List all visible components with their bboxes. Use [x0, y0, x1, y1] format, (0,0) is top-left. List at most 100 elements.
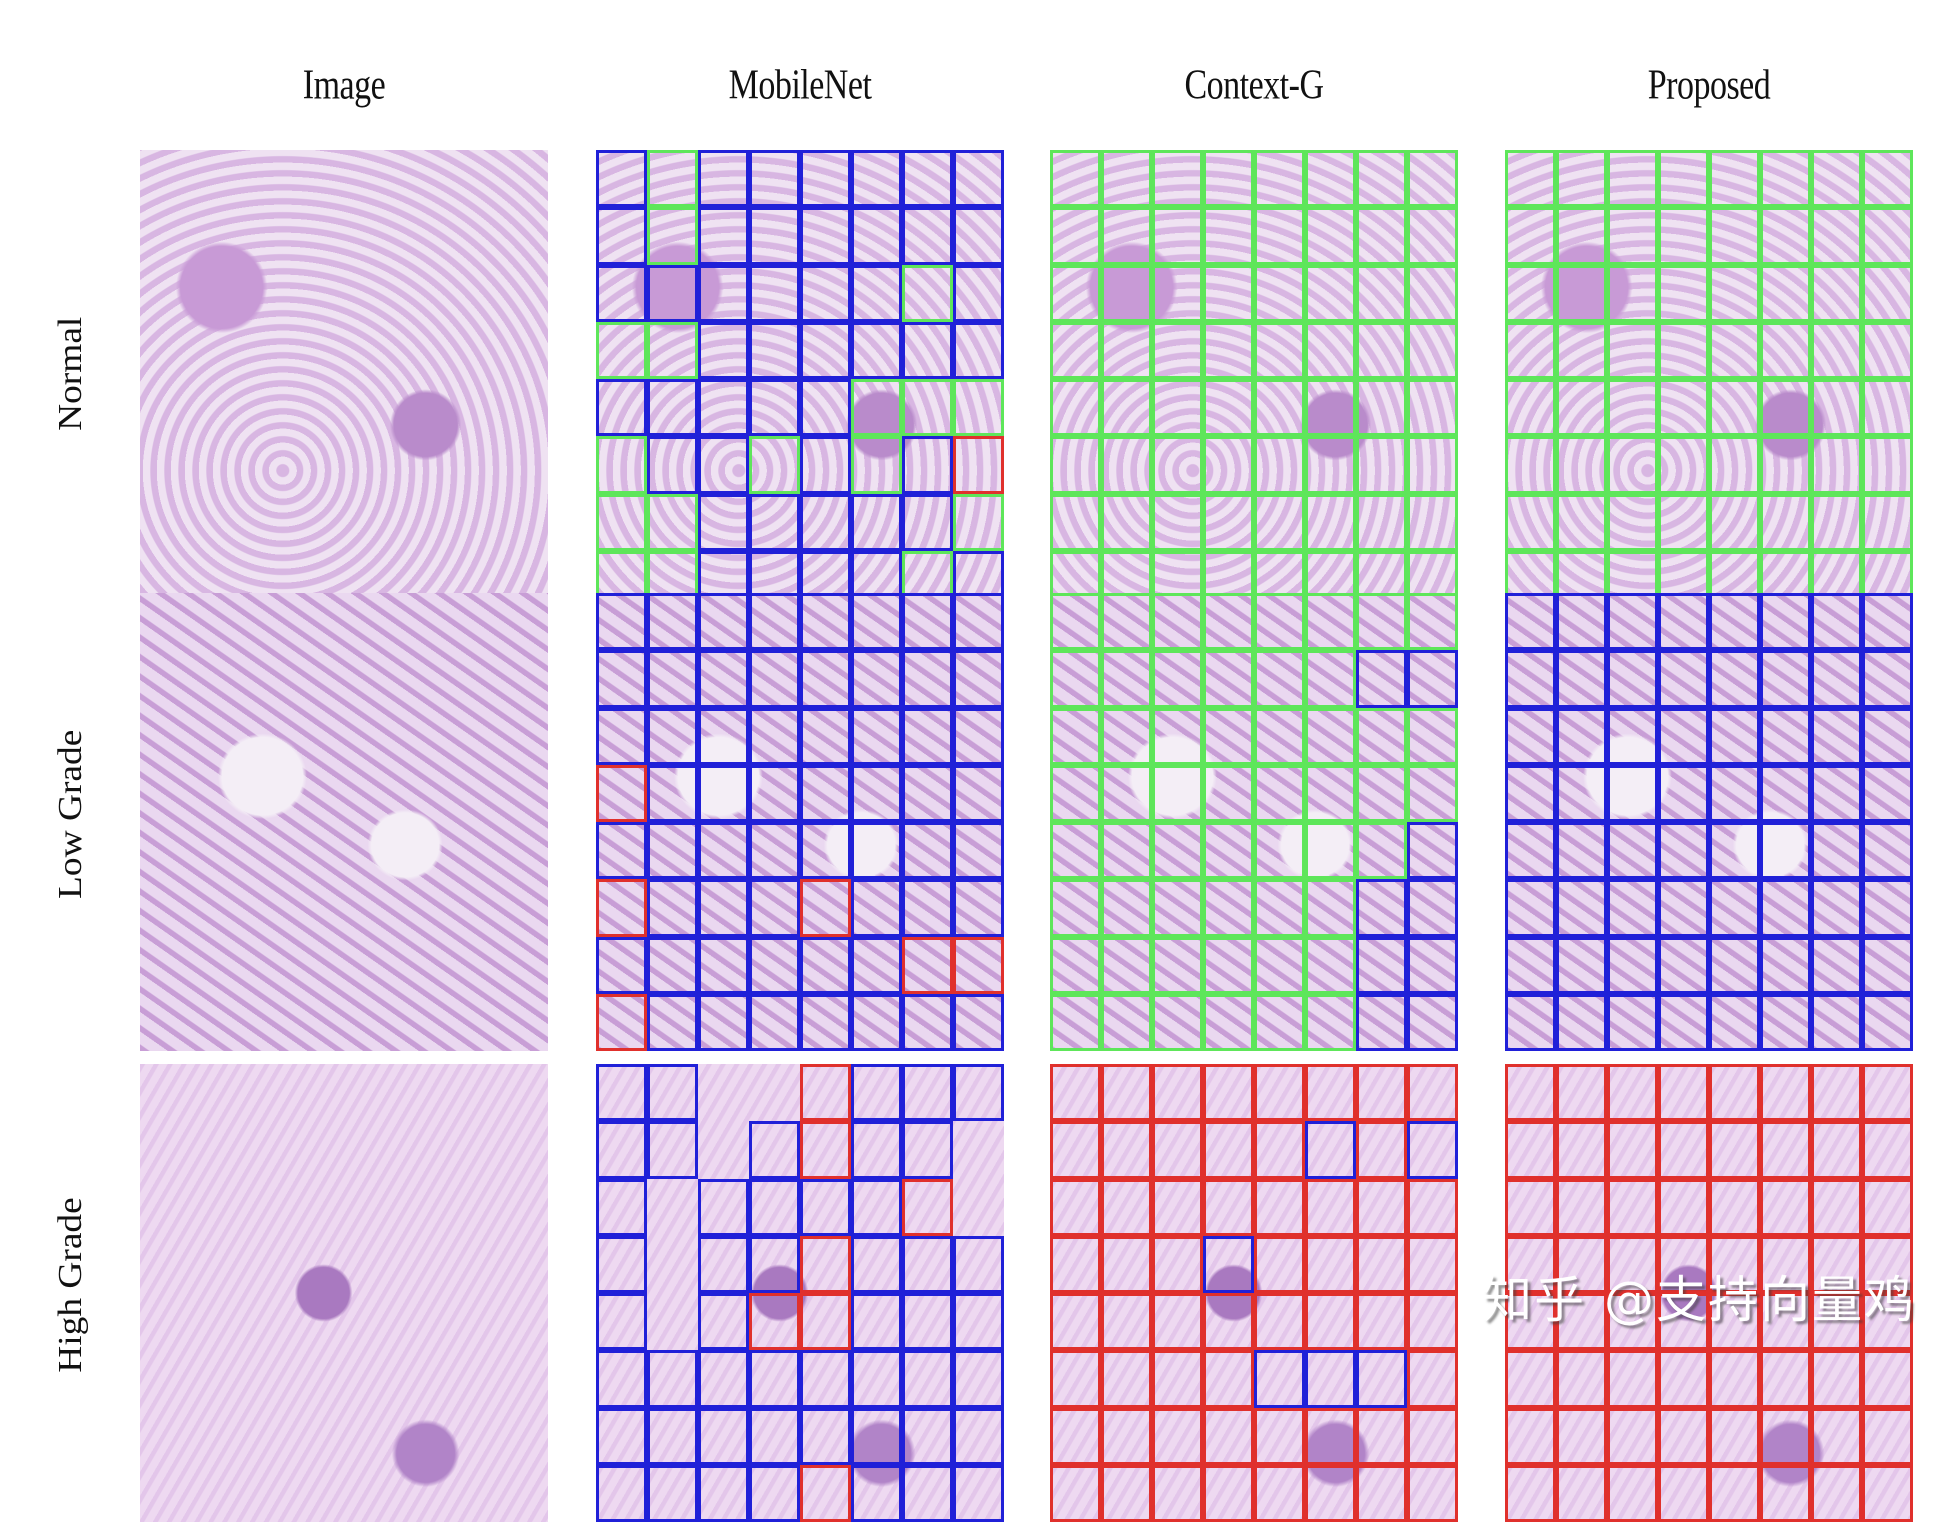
patch-cell: [851, 207, 902, 265]
column-title-proposed: Proposed: [1647, 62, 1771, 109]
patch-cell: [1356, 321, 1407, 379]
patch-cell: [1101, 379, 1152, 437]
patch-cell: [1811, 493, 1862, 551]
patch-cell: [1556, 936, 1607, 994]
patch-cell: [1811, 650, 1862, 708]
patch-cell: [1709, 321, 1760, 379]
patch-cell: [1607, 822, 1658, 880]
patch-cell: [1862, 493, 1913, 551]
patch-cell: [1152, 936, 1203, 994]
patch-cell: [749, 1121, 800, 1179]
patch-cell: [1658, 993, 1709, 1051]
patch-cell: [698, 993, 749, 1051]
patch-cell: [1356, 822, 1407, 880]
patch-cell: [1607, 207, 1658, 265]
patch-cell: [1356, 764, 1407, 822]
patch-cell: [902, 1350, 953, 1408]
patch-cell: [1254, 822, 1305, 880]
patch-cell: [1203, 150, 1254, 208]
patch-cell: [647, 593, 698, 651]
patch-cell: [902, 436, 953, 494]
patch-cell: [1556, 1121, 1607, 1179]
patch-cell: [953, 822, 1004, 880]
patch-cell: [596, 1178, 647, 1236]
patch-cell: [1101, 321, 1152, 379]
patch-cell: [749, 764, 800, 822]
patch-cell: [851, 150, 902, 208]
patch-cell: [749, 993, 800, 1051]
patch-cell: [596, 379, 647, 437]
patch-cell: [1050, 764, 1101, 822]
patch-cell: [1811, 1064, 1862, 1122]
patch-cell: [1254, 264, 1305, 322]
column-title-image: Image: [302, 62, 386, 109]
patch-cell: [800, 879, 851, 937]
patch-cell: [1254, 1235, 1305, 1293]
patch-cell: [1356, 1350, 1407, 1408]
patch-cell: [1254, 1178, 1305, 1236]
patch-cell: [1050, 1350, 1101, 1408]
patch-cell: [1658, 1178, 1709, 1236]
patch-cell: [698, 822, 749, 880]
patch-cell: [1556, 879, 1607, 937]
patch-cell: [749, 822, 800, 880]
patch-cell: [800, 936, 851, 994]
patch-cell: [1505, 493, 1556, 551]
patch-cell: [1760, 936, 1811, 994]
patch-cell: [1254, 1407, 1305, 1465]
patch-cell: [1709, 1293, 1760, 1351]
patch-cell: [902, 379, 953, 437]
patch-cell: [953, 593, 1004, 651]
patch-cell: [902, 879, 953, 937]
patch-cell: [1203, 764, 1254, 822]
patch-cell: [1101, 707, 1152, 765]
patch-cell: [800, 1464, 851, 1522]
patch-cell: [749, 207, 800, 265]
patch-cell: [1760, 1235, 1811, 1293]
patch-cell: [1305, 936, 1356, 994]
patch-cell: [902, 764, 953, 822]
patch-cell: [596, 993, 647, 1051]
patch-cell: [1709, 1178, 1760, 1236]
patch-cell: [1607, 1121, 1658, 1179]
patch-cell: [749, 1407, 800, 1465]
patch-cell: [1407, 993, 1458, 1051]
patch-cell: [698, 1350, 749, 1408]
patch-cell: [1862, 993, 1913, 1051]
patch-cell: [1203, 1407, 1254, 1465]
patch-cell: [1658, 936, 1709, 994]
patch-cell: [1203, 436, 1254, 494]
panel-low-image: [140, 593, 548, 1051]
patch-cell: [851, 936, 902, 994]
patch-cell: [1203, 1350, 1254, 1408]
patch-cell: [749, 593, 800, 651]
patch-cell: [1152, 879, 1203, 937]
patch-cell: [1556, 1235, 1607, 1293]
patch-cell: [596, 822, 647, 880]
patch-cell: [1050, 1121, 1101, 1179]
patch-cell: [647, 1064, 698, 1122]
patch-cell: [953, 1235, 1004, 1293]
panel-high-image: [140, 1064, 548, 1522]
patch-cell: [1101, 936, 1152, 994]
patch-cell: [1305, 1293, 1356, 1351]
patch-cell: [1760, 493, 1811, 551]
patch-cell: [1505, 207, 1556, 265]
patch-cell: [1050, 264, 1101, 322]
patch-cell: [1152, 707, 1203, 765]
patch-cell: [1556, 1293, 1607, 1351]
patch-cell: [1305, 1064, 1356, 1122]
patch-cell: [1709, 879, 1760, 937]
patch-cell: [851, 1121, 902, 1179]
patch-cell: [1203, 879, 1254, 937]
patch-cell: [1254, 764, 1305, 822]
patch-cell: [1356, 207, 1407, 265]
patch-cell: [1407, 264, 1458, 322]
patch-cell: [1050, 1235, 1101, 1293]
patch-cell: [851, 321, 902, 379]
patch-cell: [1101, 593, 1152, 651]
patch-cell: [800, 1350, 851, 1408]
patch-cell: [902, 321, 953, 379]
patch-cell: [698, 207, 749, 265]
patch-cell: [1556, 1350, 1607, 1408]
